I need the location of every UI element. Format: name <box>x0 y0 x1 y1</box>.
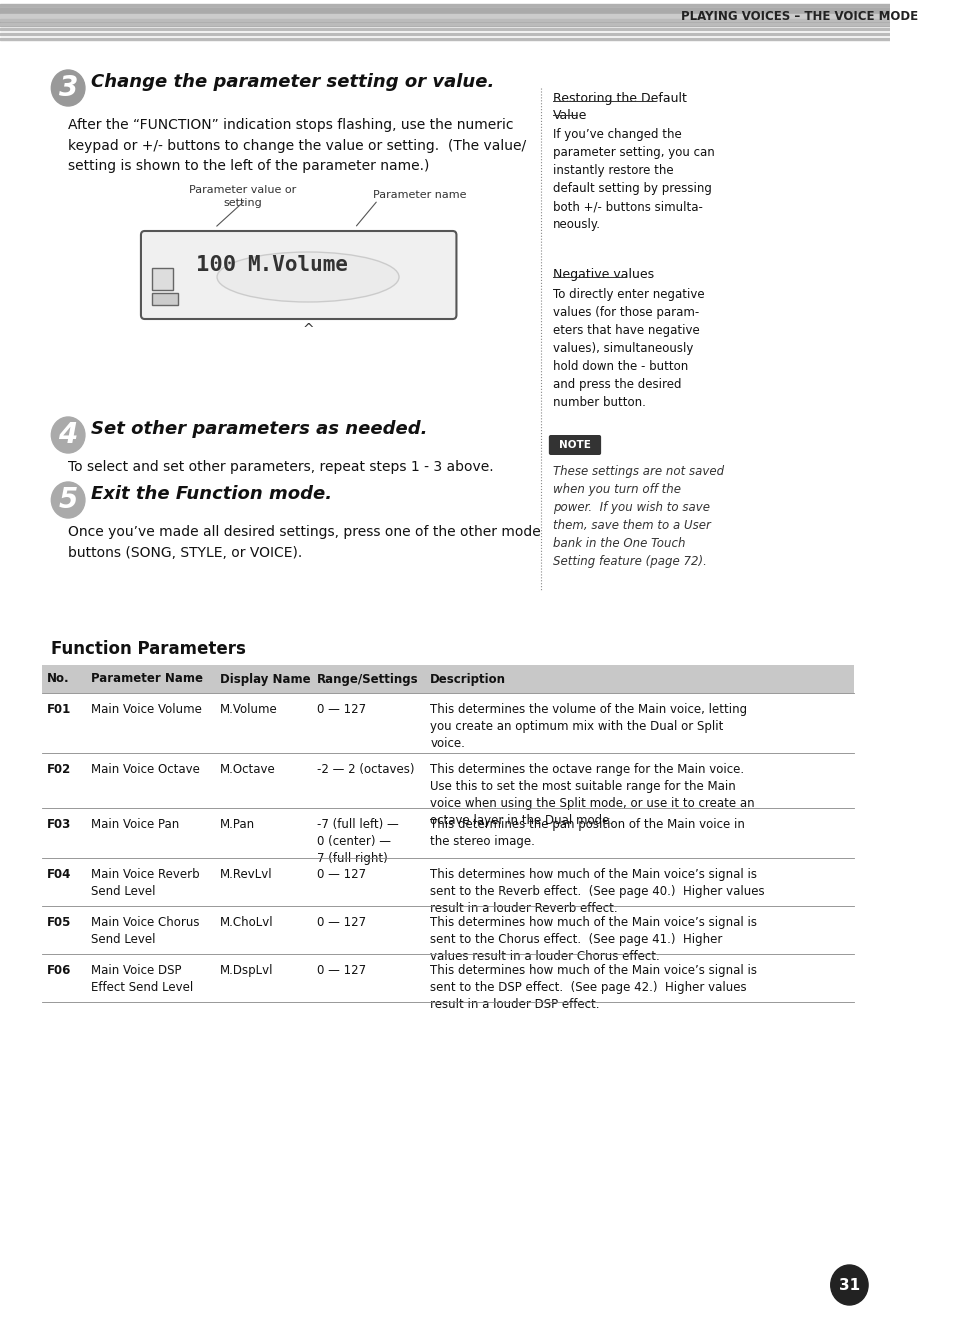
Text: M.Pan: M.Pan <box>220 818 255 832</box>
Text: 0 — 127: 0 — 127 <box>317 869 366 880</box>
Text: Restoring the Default
Value: Restoring the Default Value <box>552 92 686 123</box>
Text: Set other parameters as needed.: Set other parameters as needed. <box>91 420 427 438</box>
Text: 0 — 127: 0 — 127 <box>317 916 366 929</box>
Circle shape <box>51 482 85 518</box>
Bar <box>42 753 853 808</box>
Text: 3: 3 <box>58 74 78 101</box>
Text: Once you’ve made all desired settings, press one of the other mode
buttons (SONG: Once you’ve made all desired settings, p… <box>68 525 540 560</box>
Ellipse shape <box>216 252 398 302</box>
Text: F04: F04 <box>47 869 71 880</box>
Text: PLAYING VOICES – THE VOICE MODE: PLAYING VOICES – THE VOICE MODE <box>680 11 918 24</box>
Bar <box>0 18 889 21</box>
Bar <box>0 28 889 30</box>
Text: No.: No. <box>47 672 70 685</box>
Bar <box>0 22 889 26</box>
Text: After the “FUNCTION” indication stops flashing, use the numeric
keypad or +/- bu: After the “FUNCTION” indication stops fl… <box>68 119 526 173</box>
Bar <box>42 905 853 954</box>
Text: F01: F01 <box>47 702 71 716</box>
Bar <box>0 22 889 25</box>
Text: This determines how much of the Main voice’s signal is
sent to the Reverb effect: This determines how much of the Main voi… <box>430 869 764 915</box>
Circle shape <box>51 416 85 453</box>
Bar <box>42 666 853 693</box>
Circle shape <box>830 1265 867 1305</box>
Text: 0 — 127: 0 — 127 <box>317 702 366 716</box>
Text: NOTE: NOTE <box>558 440 590 449</box>
Text: If you’ve changed the
parameter setting, you can
instantly restore the
default s: If you’ve changed the parameter setting,… <box>552 128 714 231</box>
Text: Main Voice Octave: Main Voice Octave <box>91 763 199 776</box>
Text: Main Voice Reverb
Send Level: Main Voice Reverb Send Level <box>91 869 199 898</box>
Text: Parameter Name: Parameter Name <box>91 672 202 685</box>
Text: Exit the Function mode.: Exit the Function mode. <box>91 485 332 503</box>
Text: M.ChoLvl: M.ChoLvl <box>220 916 274 929</box>
FancyBboxPatch shape <box>141 231 456 319</box>
Bar <box>0 4 889 7</box>
Text: Main Voice DSP
Effect Send Level: Main Voice DSP Effect Send Level <box>91 963 193 994</box>
Text: Main Voice Chorus
Send Level: Main Voice Chorus Send Level <box>91 916 199 946</box>
Text: F06: F06 <box>47 963 71 977</box>
Text: This determines how much of the Main voice’s signal is
sent to the DSP effect.  : This determines how much of the Main voi… <box>430 963 757 1011</box>
Text: Change the parameter setting or value.: Change the parameter setting or value. <box>91 72 494 91</box>
Bar <box>0 20 889 25</box>
Bar <box>0 38 889 40</box>
Text: -2 — 2 (octaves): -2 — 2 (octaves) <box>317 763 415 776</box>
Text: -7 (full left) —
0 (center) —
7 (full right): -7 (full left) — 0 (center) — 7 (full ri… <box>317 818 398 865</box>
Text: 31: 31 <box>838 1277 859 1293</box>
Bar <box>152 293 178 304</box>
Text: F02: F02 <box>47 763 71 776</box>
FancyBboxPatch shape <box>548 435 600 455</box>
Text: Parameter value or
setting: Parameter value or setting <box>189 185 296 208</box>
Bar <box>42 858 853 905</box>
Text: F05: F05 <box>47 916 71 929</box>
Bar <box>0 8 889 13</box>
Bar <box>152 268 172 290</box>
Text: 5: 5 <box>58 486 78 514</box>
Bar <box>0 14 889 17</box>
Text: Function Parameters: Function Parameters <box>51 641 246 658</box>
Bar <box>42 808 853 858</box>
Text: M.Volume: M.Volume <box>220 702 277 716</box>
Bar <box>0 14 889 18</box>
Text: Display Name: Display Name <box>220 672 311 685</box>
Text: Range/Settings: Range/Settings <box>317 672 418 685</box>
Text: M.DspLvl: M.DspLvl <box>220 963 274 977</box>
Bar <box>0 33 889 36</box>
Text: To directly enter negative
values (for those param-
eters that have negative
val: To directly enter negative values (for t… <box>552 289 703 409</box>
Text: M.Octave: M.Octave <box>220 763 275 776</box>
Text: This determines how much of the Main voice’s signal is
sent to the Chorus effect: This determines how much of the Main voi… <box>430 916 757 963</box>
Text: This determines the volume of the Main voice, letting
you create an optimum mix : This determines the volume of the Main v… <box>430 702 746 750</box>
Text: M.RevLvl: M.RevLvl <box>220 869 273 880</box>
Text: ^: ^ <box>302 323 314 337</box>
Circle shape <box>51 70 85 105</box>
Text: Negative values: Negative values <box>552 268 653 281</box>
Text: 100: 100 <box>195 254 236 275</box>
Bar <box>42 693 853 753</box>
Bar <box>0 18 889 22</box>
Text: F03: F03 <box>47 818 71 832</box>
Text: To select and set other parameters, repeat steps 1 - 3 above.: To select and set other parameters, repe… <box>68 460 494 474</box>
Text: 4: 4 <box>58 420 78 449</box>
Bar <box>42 954 853 1002</box>
Text: M.Volume: M.Volume <box>247 254 348 275</box>
Text: Main Voice Pan: Main Voice Pan <box>91 818 178 832</box>
Text: 0 — 127: 0 — 127 <box>317 963 366 977</box>
Text: Description: Description <box>430 672 506 685</box>
Text: Parameter name: Parameter name <box>373 190 466 200</box>
Text: Main Voice Volume: Main Voice Volume <box>91 702 201 716</box>
Text: This determines the pan position of the Main voice in
the stereo image.: This determines the pan position of the … <box>430 818 744 847</box>
Text: These settings are not saved
when you turn off the
power.  If you wish to save
t: These settings are not saved when you tu… <box>552 465 723 568</box>
Bar <box>0 8 889 12</box>
Text: This determines the octave range for the Main voice.
Use this to set the most su: This determines the octave range for the… <box>430 763 754 826</box>
